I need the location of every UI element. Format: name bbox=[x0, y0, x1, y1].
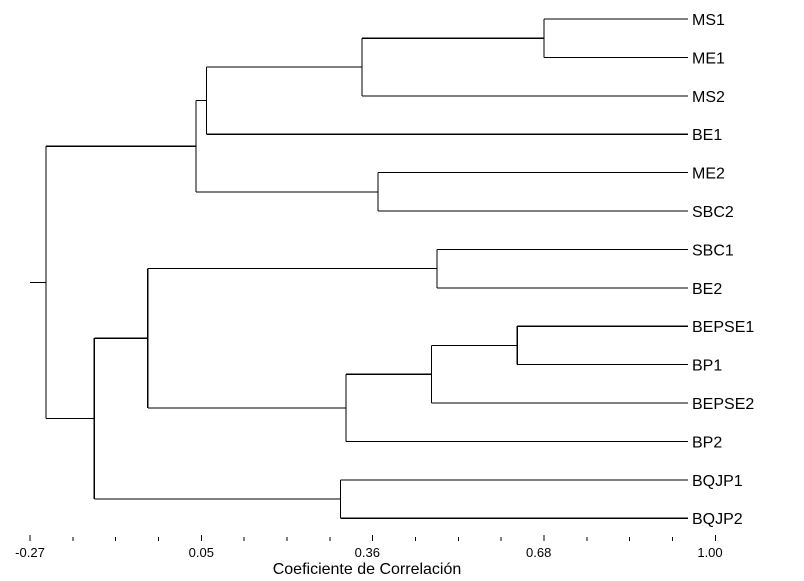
leaf-label-ms2: MS2 bbox=[692, 89, 725, 106]
tick-label: -0.27 bbox=[15, 545, 45, 560]
leaf-label-bp1: BP1 bbox=[692, 358, 722, 375]
leaf-label-bqjp2: BQJP2 bbox=[692, 511, 743, 528]
x-axis-title: Coeficiente de Correlación bbox=[273, 561, 462, 578]
leaf-label-bepse2: BEPSE2 bbox=[692, 396, 754, 413]
leaf-label-be2: BE2 bbox=[692, 281, 722, 298]
leaf-label-sbc1: SBC1 bbox=[692, 242, 734, 259]
leaf-label-me2: ME2 bbox=[692, 166, 725, 183]
leaf-label-ms1: MS1 bbox=[692, 12, 725, 29]
x-axis: -0.27 0.05 0.36 0.68 1.00 bbox=[15, 535, 723, 560]
tick-label: 1.00 bbox=[697, 545, 722, 560]
tick-label: 0.36 bbox=[355, 545, 380, 560]
dendrogram-branches bbox=[30, 18, 688, 519]
leaf-label-bepse1: BEPSE1 bbox=[692, 319, 754, 336]
leaf-label-be1: BE1 bbox=[692, 127, 722, 144]
leaf-label-me1: ME1 bbox=[692, 50, 725, 67]
tick-label: 0.05 bbox=[189, 545, 214, 560]
leaf-label-bqjp1: BQJP1 bbox=[692, 473, 743, 490]
leaf-label-sbc2: SBC2 bbox=[692, 204, 734, 221]
tick-label: 0.68 bbox=[526, 545, 551, 560]
leaf-label-bp2: BP2 bbox=[692, 434, 722, 451]
leaf-labels: MS1 ME1 MS2 BE1 ME2 SBC2 SBC1 BE2 BEPSE1 BP1 BEPSE… bbox=[692, 12, 754, 528]
